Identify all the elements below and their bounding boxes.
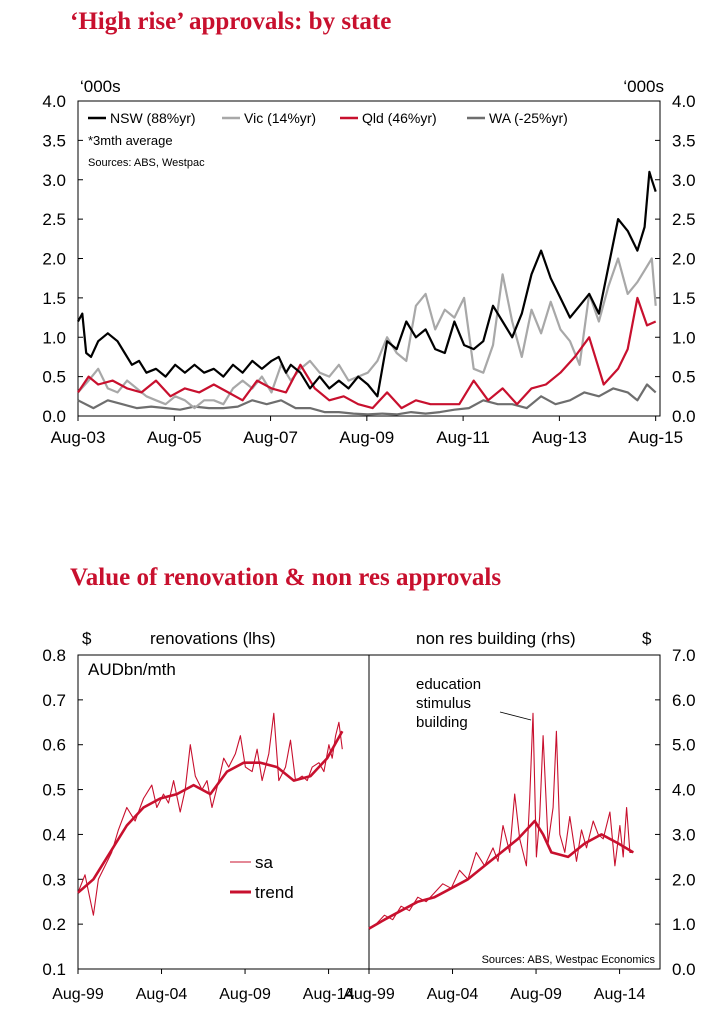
xtick-label-right: Aug-14 <box>594 986 646 1003</box>
ytick-left-label: 0.3 <box>42 870 66 889</box>
ytick-left-label: 0.4 <box>42 825 66 844</box>
ytick-right-label: 4.0 <box>672 92 696 111</box>
xtick-label: Aug-09 <box>339 428 394 447</box>
legend-label: NSW (88%yr) <box>110 110 196 126</box>
ytick-left-label: 4.0 <box>42 92 66 111</box>
ytick-right-label: 7.0 <box>672 646 696 665</box>
ytick-right-label: 0.0 <box>672 960 696 979</box>
ytick-right-label: 2.0 <box>672 250 696 269</box>
ytick-left-label: 0.6 <box>42 736 66 755</box>
ytick-left-label: 0.5 <box>42 781 66 800</box>
ytick-left-label: 2.0 <box>42 250 66 269</box>
ytick-right-label: 1.0 <box>672 328 696 347</box>
xtick-label-right: Aug-99 <box>343 986 395 1003</box>
series-line-1 <box>77 257 657 410</box>
ytick-left-label: 3.5 <box>42 131 66 150</box>
annotation-line: stimulus <box>416 695 471 712</box>
annotation-line: building <box>416 714 468 731</box>
chart-source: Sources: ABS, Westpac Economics <box>482 954 656 966</box>
xtick-label: Aug-11 <box>436 428 490 447</box>
legend-label: WA (-25%yr) <box>489 110 568 126</box>
xtick-label: Aug-15 <box>628 428 683 447</box>
left-unit: $ <box>82 629 92 648</box>
xtick-label-right: Aug-09 <box>510 986 562 1003</box>
legend-label-sa: sa <box>255 853 274 872</box>
xtick-label-left: Aug-09 <box>219 986 271 1003</box>
series-line-0 <box>77 170 657 398</box>
legend-label-trend: trend <box>255 883 294 902</box>
xtick-label: Aug-07 <box>243 428 298 447</box>
ytick-left-label: 0.2 <box>42 915 66 934</box>
xtick-label-left: Aug-04 <box>136 986 188 1003</box>
ytick-right-label: 2.5 <box>672 210 696 229</box>
ytick-left-label: 0.8 <box>42 646 66 665</box>
renovations-trend-line <box>77 730 344 894</box>
ytick-left-label: 1.5 <box>42 289 66 308</box>
ytick-left-label: 0.5 <box>42 368 66 387</box>
chart2-title: Value of renovation & non res approvals <box>70 564 502 591</box>
ytick-right-label: 1.5 <box>672 289 696 308</box>
high-rise-chart: 0.0 0.0 0.5 0.5 1.0 1.0 1.5 1.5 2.0 2.0 2.5 2.5 3.0 3… <box>42 77 696 447</box>
series-line-2 <box>77 296 657 410</box>
annotation-line: education <box>416 676 481 693</box>
series-line-3 <box>77 383 657 416</box>
chart-source: Sources: ABS, Westpac <box>88 157 205 169</box>
ytick-left-label: 0.7 <box>42 691 66 710</box>
xtick-label: Aug-13 <box>532 428 587 447</box>
ytick-right-label: 0.5 <box>672 368 696 387</box>
legend-label: Vic (14%yr) <box>244 110 316 126</box>
ytick-right-label: 6.0 <box>672 691 696 710</box>
unit-label: AUDbn/mth <box>88 660 176 679</box>
ytick-right-label: 2.0 <box>672 870 696 889</box>
legend-label: Qld (46%yr) <box>362 110 437 126</box>
left-header: renovations (lhs) <box>150 629 276 648</box>
ytick-right-label: 1.0 <box>672 915 696 934</box>
ytick-right-label: 5.0 <box>672 736 696 755</box>
right-header: non res building (rhs) <box>416 629 576 648</box>
ytick-left-label: 2.5 <box>42 210 66 229</box>
ytick-left-label: 0.0 <box>42 407 66 426</box>
ytick-right-label: 0.0 <box>672 407 696 426</box>
nonres-sa-line <box>368 712 634 930</box>
xtick-label: Aug-03 <box>51 428 106 447</box>
ytick-left-label: 1.0 <box>42 328 66 347</box>
xtick-label-left: Aug-99 <box>52 986 104 1003</box>
xtick-label-right: Aug-04 <box>427 986 479 1003</box>
y-unit-right: ‘000s <box>623 77 664 96</box>
chart-note: *3mth average <box>88 133 173 148</box>
y-unit-left: ‘000s <box>80 77 121 96</box>
renovations-sa-line <box>77 712 343 916</box>
xtick-label: Aug-05 <box>147 428 202 447</box>
xtick-label-left: Aug-14 <box>303 986 355 1003</box>
right-unit: $ <box>642 629 652 648</box>
chart1-title: ‘High rise’ approvals: by state <box>70 8 392 35</box>
ytick-left-label: 3.0 <box>42 171 66 190</box>
ytick-right-label: 4.0 <box>672 781 696 800</box>
ytick-right-label: 3.0 <box>672 825 696 844</box>
ytick-left-label: 0.1 <box>42 960 66 979</box>
ytick-right-label: 3.5 <box>672 131 696 150</box>
ytick-right-label: 3.0 <box>672 171 696 190</box>
annotation-pointer <box>499 711 532 721</box>
